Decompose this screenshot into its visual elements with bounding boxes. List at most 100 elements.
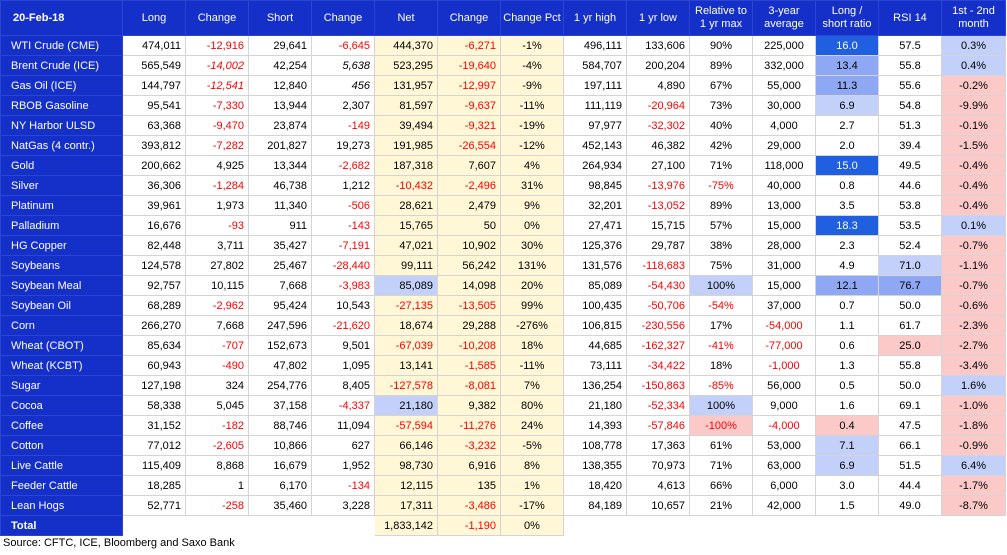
cell-rsi-14: 51.5: [878, 455, 942, 476]
cell-year-low: 4,613: [626, 475, 690, 496]
cell-net-change: -1,585: [437, 355, 501, 376]
cell-first-second-month: 6.4%: [941, 455, 1006, 476]
table-row: NatGas (4 contr.) 393,812 -7,282 201,827 19,…: [0, 135, 1006, 156]
row-label: Soybean Meal: [0, 275, 123, 296]
cell-short-change: 10,543: [311, 295, 375, 316]
row-label: Cocoa: [0, 395, 123, 416]
cell-long-short-ratio: 13.4: [815, 55, 879, 76]
cell-year-high: 496,111: [563, 35, 627, 56]
source-note: Source: CFTC, ICE, Bloomberg and Saxo Ba…: [3, 537, 235, 549]
cell-change-pct: -11%: [500, 355, 564, 376]
table-row: Brent Crude (ICE) 565,549 -14,002 42,254 5,6…: [0, 55, 1006, 76]
cell-short-change: 456: [311, 75, 375, 96]
cell-relative-to-max: 17%: [689, 315, 753, 336]
cell-relative-to-max: 67%: [689, 75, 753, 96]
cell-rsi-14: 55.6: [878, 75, 942, 96]
table-row: Gas Oil (ICE) 144,797 -12,541 12,840 456 131,…: [0, 75, 1006, 96]
empty-cell: [185, 515, 249, 536]
cell-short-change: 19,273: [311, 135, 375, 156]
cell-year-high: 14,393: [563, 415, 627, 436]
cell-long: 115,409: [122, 455, 186, 476]
column-header: Short: [248, 0, 312, 36]
cell-long: 565,549: [122, 55, 186, 76]
cell-three-year-average: 31,000: [752, 255, 816, 276]
cell-short-change: -28,440: [311, 255, 375, 276]
cell-short: 42,254: [248, 55, 312, 76]
table-row: Live Cattle 115,409 8,868 16,679 1,952 98,730…: [0, 455, 1006, 476]
cell-long-short-ratio: 2.7: [815, 115, 879, 136]
table-row: NY Harbor ULSD 63,368 -9,470 23,874 -149 39,4…: [0, 115, 1006, 136]
cell-change-pct: 7%: [500, 375, 564, 396]
cell-short-change: 11,094: [311, 415, 375, 436]
cell-first-second-month: -2.3%: [941, 315, 1006, 336]
row-label: Feeder Cattle: [0, 475, 123, 496]
cell-long-short-ratio: 15.0: [815, 155, 879, 176]
column-header: 3-year average: [752, 0, 816, 36]
cell-long-change: 4,925: [185, 155, 249, 176]
cell-rsi-14: 71.0: [878, 255, 942, 276]
table-row: Corn 266,270 7,668 247,596 -21,620 18,674 29,2…: [0, 315, 1006, 336]
cell-short: 37,158: [248, 395, 312, 416]
cell-year-high: 197,111: [563, 75, 627, 96]
cell-long-short-ratio: 1.1: [815, 315, 879, 336]
cell-net-change: 50: [437, 215, 501, 236]
cell-long: 31,152: [122, 415, 186, 436]
cell-first-second-month: -9.9%: [941, 95, 1006, 116]
cell-net-change: -9,637: [437, 95, 501, 116]
cell-long-change: -490: [185, 355, 249, 376]
table-body: WTI Crude (CME) 474,011 -12,916 29,641 -6,64…: [0, 35, 1006, 536]
cell-year-high: 21,180: [563, 395, 627, 416]
cell-long: 393,812: [122, 135, 186, 156]
cell-short: 6,170: [248, 475, 312, 496]
cell-net: 39,494: [374, 115, 438, 136]
cell-relative-to-max: 89%: [689, 195, 753, 216]
cell-first-second-month: -0.9%: [941, 435, 1006, 456]
cell-short: 7,668: [248, 275, 312, 296]
cell-first-second-month: 0.1%: [941, 215, 1006, 236]
cell-relative-to-max: 89%: [689, 55, 753, 76]
cell-rsi-14: 53.8: [878, 195, 942, 216]
cell-long-change: 1: [185, 475, 249, 496]
total-row: Total 1,833,142 -1,190 0%: [0, 515, 1006, 536]
cell-year-low: 15,715: [626, 215, 690, 236]
table-row: Cocoa 58,338 5,045 37,158 -4,337 21,180 9,382 8…: [0, 395, 1006, 416]
cell-long-change: 10,115: [185, 275, 249, 296]
cell-long-change: -2,962: [185, 295, 249, 316]
cell-year-low: -32,302: [626, 115, 690, 136]
table-row: Lean Hogs 52,771 -258 35,460 3,228 17,311 -3,4…: [0, 495, 1006, 516]
cell-change-pct: 24%: [500, 415, 564, 436]
cell-short: 12,840: [248, 75, 312, 96]
table-row: HG Copper 82,448 3,711 35,427 -7,191 47,021 10…: [0, 235, 1006, 256]
cell-three-year-average: -54,000: [752, 315, 816, 336]
cell-short: 11,340: [248, 195, 312, 216]
row-label: Cotton: [0, 435, 123, 456]
cell-short-change: 5,638: [311, 55, 375, 76]
total-net: 1,833,142: [374, 515, 438, 536]
cell-short: 16,679: [248, 455, 312, 476]
cell-net: -57,594: [374, 415, 438, 436]
empty-cell: [689, 515, 753, 536]
cell-short: 10,866: [248, 435, 312, 456]
column-header: RSI 14: [878, 0, 942, 36]
cell-year-high: 125,376: [563, 235, 627, 256]
cell-year-low: 133,606: [626, 35, 690, 56]
cell-long-change: -93: [185, 215, 249, 236]
cell-net-change: -8,081: [437, 375, 501, 396]
cell-long-change: -12,541: [185, 75, 249, 96]
cell-rsi-14: 39.4: [878, 135, 942, 156]
cell-net-change: 2,479: [437, 195, 501, 216]
cell-short-change: -7,191: [311, 235, 375, 256]
cell-short: 35,427: [248, 235, 312, 256]
cell-year-low: -34,422: [626, 355, 690, 376]
cell-net-change: -2,496: [437, 175, 501, 196]
table-row: Gold 200,662 4,925 13,344 -2,682 187,318 7,607…: [0, 155, 1006, 176]
cell-year-low: -230,556: [626, 315, 690, 336]
cell-short-change: 1,952: [311, 455, 375, 476]
cell-relative-to-max: 66%: [689, 475, 753, 496]
cell-first-second-month: -0.4%: [941, 195, 1006, 216]
cell-rsi-14: 55.8: [878, 355, 942, 376]
cell-long: 77,012: [122, 435, 186, 456]
cell-year-low: 200,204: [626, 55, 690, 76]
cell-first-second-month: -8.7%: [941, 495, 1006, 516]
cell-long-short-ratio: 1.6: [815, 395, 879, 416]
